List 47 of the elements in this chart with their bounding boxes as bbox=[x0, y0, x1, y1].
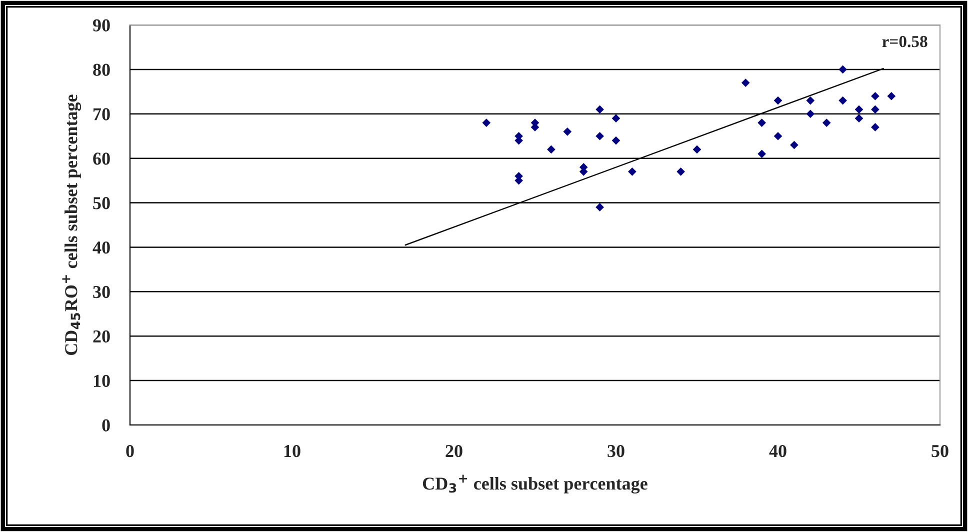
point bbox=[806, 96, 815, 105]
y-tick-label: 0 bbox=[102, 419, 110, 432]
point bbox=[547, 145, 556, 154]
y-tick-label: 60 bbox=[93, 152, 110, 165]
point bbox=[838, 96, 847, 105]
point bbox=[871, 105, 880, 114]
point bbox=[854, 105, 864, 114]
x-axis-title: CD$_{3}$$^{+}$ cells subset percentage bbox=[422, 474, 648, 494]
x-tick-label: 20 bbox=[446, 444, 462, 458]
point bbox=[612, 114, 620, 122]
point bbox=[596, 132, 604, 140]
y-axis-title: CD$_{45}$RO$^{+}$ cells subset percentage bbox=[62, 94, 82, 356]
x-tick-label: 10 bbox=[284, 444, 300, 458]
point bbox=[612, 136, 620, 145]
point bbox=[822, 118, 831, 127]
point bbox=[596, 105, 604, 114]
point bbox=[758, 118, 766, 127]
y-tick-label: 80 bbox=[93, 64, 110, 76]
point bbox=[676, 168, 685, 176]
annotation: r=0.58 bbox=[882, 36, 928, 48]
point bbox=[871, 92, 880, 100]
x-tick-label: 50 bbox=[932, 444, 948, 458]
x-tick-label: 0 bbox=[126, 444, 134, 458]
point bbox=[887, 92, 896, 100]
point bbox=[741, 78, 750, 87]
point bbox=[871, 123, 880, 132]
point bbox=[806, 110, 815, 118]
point bbox=[838, 65, 847, 74]
y-tick-label: 40 bbox=[92, 241, 110, 254]
point bbox=[758, 150, 766, 158]
y-tick-label: 90 bbox=[92, 19, 110, 32]
point bbox=[854, 114, 864, 122]
point bbox=[563, 128, 572, 136]
point bbox=[596, 203, 604, 212]
point bbox=[628, 168, 636, 176]
point bbox=[692, 145, 702, 154]
y-tick-label: 10 bbox=[94, 374, 110, 387]
point bbox=[774, 96, 782, 105]
point bbox=[482, 118, 491, 127]
point bbox=[774, 132, 782, 140]
y-tick-label: 30 bbox=[93, 286, 110, 298]
y-tick-label: 70 bbox=[94, 108, 110, 120]
x-tick-label: 40 bbox=[769, 444, 786, 458]
point bbox=[790, 140, 798, 150]
y-tick-label: 50 bbox=[93, 197, 110, 210]
y-tick-label: 20 bbox=[93, 330, 110, 343]
x-tick-label: 30 bbox=[608, 444, 624, 458]
